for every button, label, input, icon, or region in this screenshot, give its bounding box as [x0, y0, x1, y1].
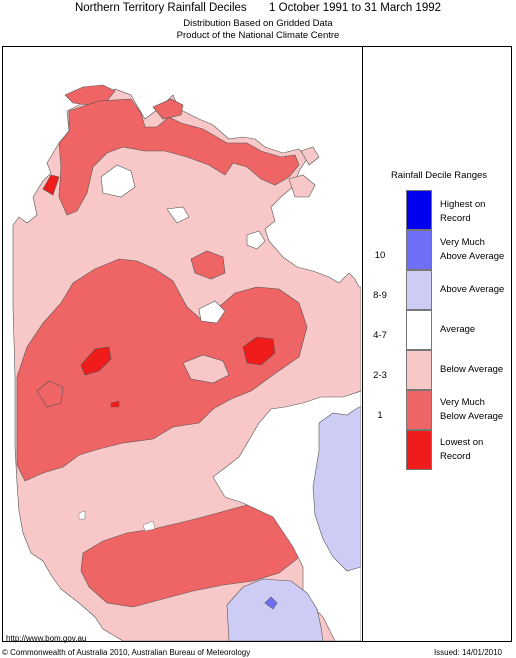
legend-label-below: Below Average	[440, 364, 504, 375]
footer-url[interactable]: http://www.bom.gov.au	[6, 634, 87, 643]
legend-swatch-lowest	[406, 430, 432, 470]
region-below-average-pocket	[182, 354, 230, 384]
legend-range-2-3: 2-3	[373, 370, 387, 381]
map-frame	[2, 46, 512, 642]
region-lowest-on-record-4	[110, 400, 120, 408]
legend-label-very-much-above: Very Much Above Average	[440, 237, 505, 262]
legend-label-average: Average	[440, 324, 476, 335]
region-lowest-on-record-3	[42, 174, 60, 196]
legend-title: Rainfall Decile Ranges	[390, 170, 488, 181]
legend-range-4-7: 4-7	[373, 330, 387, 341]
footer-copyright: © Commonwealth of Australia 2010, Austra…	[2, 648, 251, 657]
legend-label-highest: Highest on Record	[440, 199, 486, 224]
region-very-much-below-central	[16, 258, 308, 482]
region-above-average-east	[312, 406, 361, 572]
map-subtitle-distribution: Distribution Based on Gridded Data	[183, 18, 333, 29]
legend-range-10: 10	[374, 250, 386, 261]
map-subtitle-product: Product of the National Climate Centre	[176, 30, 340, 41]
legend-range-8-9: 8-9	[373, 290, 387, 301]
map-title: Northern Territory Rainfall Deciles 1 Oc…	[74, 2, 442, 14]
region-average-2	[198, 300, 226, 324]
region-average-1	[100, 164, 136, 198]
legend-swatch-very-much-below	[406, 390, 432, 430]
region-average-4	[166, 206, 190, 224]
region-lowest-on-record-1	[80, 346, 112, 376]
region-very-much-above	[264, 596, 278, 610]
legend-swatch-very-much-above	[406, 230, 432, 270]
region-very-much-below-top-end	[58, 98, 300, 216]
footer-issued: Issued: 14/01/2010	[433, 648, 502, 657]
legend-divider	[362, 46, 363, 642]
region-very-much-below-ne	[190, 250, 226, 280]
region-lowest-on-record-2	[242, 336, 276, 366]
island-east	[300, 146, 320, 166]
legend-range-1: 1	[377, 410, 383, 421]
region-average-6	[142, 520, 156, 532]
region-very-much-below-nw	[36, 380, 64, 408]
rainfall-decile-map	[12, 84, 361, 641]
legend-swatch-below	[406, 350, 432, 390]
legend-label-above: Above Average	[440, 284, 505, 295]
island-tiwi	[64, 84, 116, 106]
region-average-5	[78, 510, 86, 520]
region-average-3	[246, 230, 266, 250]
region-above-average-south	[226, 578, 324, 641]
legend-swatch-average	[406, 310, 432, 350]
legend-swatch-highest	[406, 190, 432, 230]
island-groote	[288, 174, 316, 198]
legend-label-lowest: Lowest on Record	[440, 437, 484, 462]
legend-swatch-above	[406, 270, 432, 310]
island-north	[152, 98, 184, 120]
legend-label-very-much-below: Very Much Below Average	[440, 397, 504, 422]
